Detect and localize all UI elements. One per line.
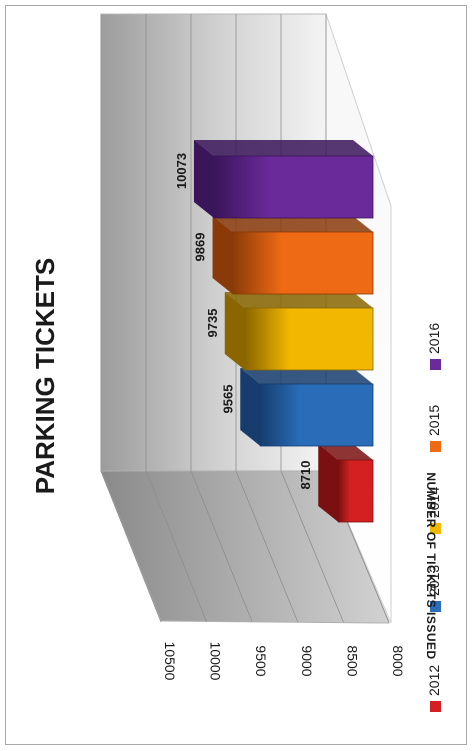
- legend-swatch-2015: [430, 441, 441, 452]
- legend-swatch-2014: [430, 523, 441, 534]
- gridline-depth: [280, 470, 344, 623]
- bar-chart: 8000 8500 9000 9500 10000 10500 8710 9565 9735 9…: [30, 13, 442, 712]
- data-label-2012: 8710: [298, 461, 313, 490]
- bar-front-face: [337, 459, 374, 523]
- bars: [193, 140, 374, 523]
- data-label-2014: 9735: [205, 309, 220, 338]
- bar-end-face: [212, 216, 233, 294]
- legend-label-2012: 2012: [426, 665, 442, 696]
- legend-swatch-2012: [430, 701, 441, 712]
- gridline-depth: [190, 470, 253, 623]
- legend: 2012 2013 2014 2015 2016: [426, 323, 442, 712]
- bar-end-face: [193, 140, 214, 218]
- gridline-depth: [145, 470, 207, 623]
- legend-label-2016: 2016: [426, 323, 442, 354]
- data-label-2016: 10073: [174, 153, 189, 189]
- tick-label: 10000: [208, 642, 224, 681]
- bar-2014: [224, 292, 374, 371]
- bar-top-face: [224, 292, 373, 308]
- data-label-2015: 9869: [193, 233, 208, 262]
- chart-title: PARKING TICKETS: [30, 258, 60, 494]
- chart-frame: 8000 8500 9000 9500 10000 10500 8710 9565 9735 9…: [5, 5, 467, 745]
- bar-front-face: [259, 383, 374, 447]
- bar-top-face: [212, 216, 373, 232]
- bar-2015: [212, 216, 374, 295]
- bar-2016: [193, 140, 374, 219]
- legend-swatch-2016: [430, 359, 441, 370]
- legend-label-2014: 2014: [426, 487, 442, 518]
- legend-label-2013: 2013: [426, 565, 442, 596]
- data-labels: 8710 9565 9735 9869 10073: [174, 153, 313, 490]
- tick-label: 9500: [253, 645, 269, 676]
- bar-top-face: [240, 368, 373, 384]
- y-axis-label: NUMBER OF TICKETS ISSUED: [424, 472, 438, 659]
- bar-front-face: [213, 155, 374, 219]
- gridline-depth: [100, 470, 162, 623]
- legend-label-2015: 2015: [426, 405, 442, 436]
- tick-label: 9000: [299, 645, 315, 676]
- bar-end-face: [318, 444, 339, 522]
- bar-top-face: [318, 444, 373, 460]
- bar-2013: [240, 368, 374, 447]
- y-axis-ticks: 8000 8500 9000 9500 10000 10500: [162, 642, 406, 681]
- tick-label: 10500: [162, 642, 178, 681]
- bar-2012: [318, 444, 374, 523]
- bar-top-face: [193, 140, 373, 156]
- bar-end-face: [224, 292, 245, 370]
- bar-front-face: [232, 231, 374, 295]
- tick-label: 8000: [390, 645, 406, 676]
- bar-end-face: [240, 368, 261, 446]
- data-label-2013: 9565: [220, 385, 235, 414]
- legend-swatch-2013: [430, 601, 441, 612]
- gridline-depth: [235, 470, 299, 623]
- tick-label: 8500: [344, 645, 360, 676]
- bar-front-face: [244, 307, 374, 371]
